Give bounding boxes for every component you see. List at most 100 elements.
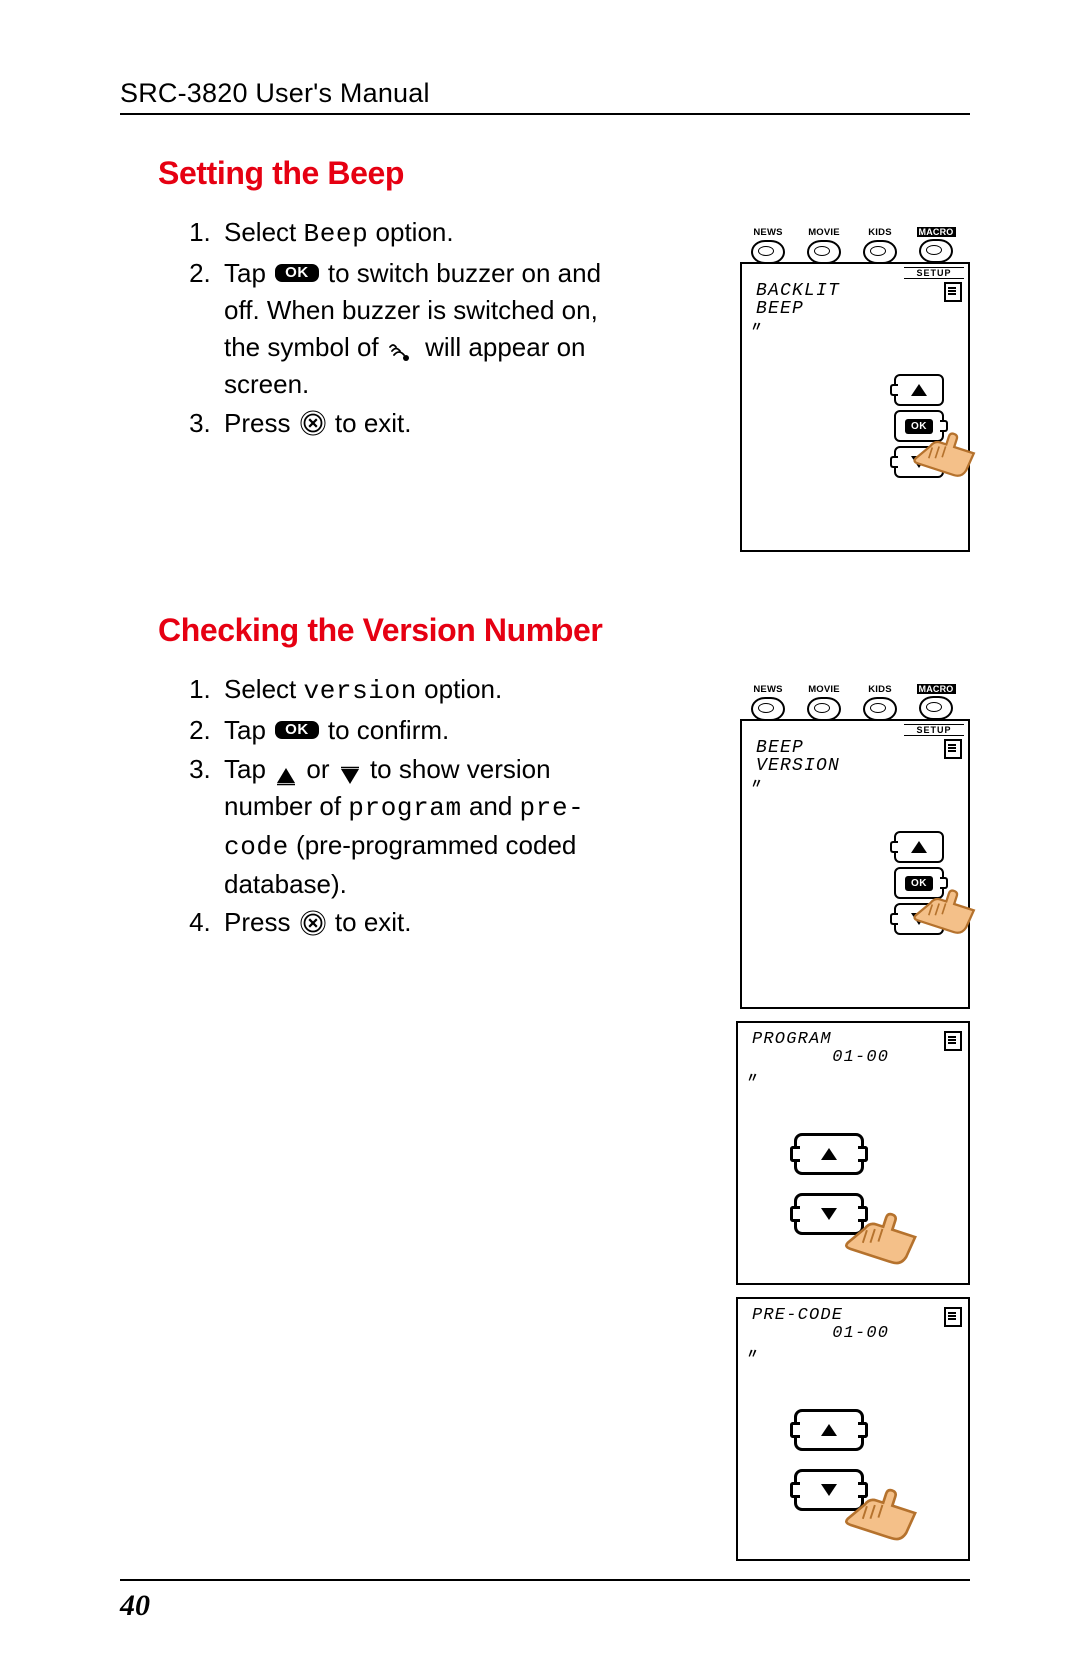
- footer: 40: [120, 1549, 970, 1623]
- page-number: 40: [120, 1589, 970, 1623]
- tab-row: NEWS MOVIE KIDS MACRO: [740, 684, 964, 721]
- text: to exit.: [328, 907, 412, 937]
- step-3: Tap or to show version number of program…: [218, 751, 640, 903]
- exit-x-icon: [300, 410, 326, 436]
- up-arrow-icon: [911, 841, 927, 853]
- beep-wave-icon: 〃: [746, 1343, 759, 1362]
- figure-precode-version: PRE-CODE 01-00 〃: [736, 1297, 970, 1561]
- text: option.: [417, 674, 502, 704]
- steps-list: Select Beep option. Tap OK to switch buz…: [180, 214, 640, 441]
- beep-wave-icon: [388, 336, 416, 358]
- lcd-line2: VERSION: [756, 757, 840, 775]
- figure-column: NEWS MOVIE KIDS MACRO SETUP BACKLIT BEEP…: [650, 214, 970, 552]
- setup-label: SETUP: [904, 724, 964, 736]
- figure-column: NEWS MOVIE KIDS MACRO SETUP BEEP VERSION…: [650, 671, 970, 1561]
- text: Tap: [224, 715, 273, 745]
- text: Press: [224, 408, 298, 438]
- page-icon: [944, 282, 962, 302]
- tab-label: MOVIE: [796, 227, 852, 238]
- text: Select: [224, 217, 304, 247]
- step-1: Select Beep option.: [218, 214, 640, 253]
- down-arrow-icon: [821, 1208, 837, 1220]
- text: or: [299, 754, 337, 784]
- tab-label: MACRO: [917, 684, 956, 694]
- text: to exit.: [328, 408, 412, 438]
- down-arrow-icon: [339, 759, 361, 779]
- text: and: [462, 791, 520, 821]
- up-button: [794, 1133, 864, 1175]
- up-button: [894, 374, 944, 406]
- setup-label: SETUP: [904, 267, 964, 279]
- step-3: Press to exit.: [218, 405, 640, 442]
- footer-rule: [120, 1579, 970, 1581]
- beep-wave-icon: 〃: [750, 773, 763, 792]
- instruction-column: Select Beep option. Tap OK to switch buz…: [120, 214, 640, 443]
- knob-icon: [751, 697, 785, 721]
- knob-icon: [919, 239, 953, 263]
- lcd-line2: 01-00: [798, 1325, 889, 1342]
- ok-icon: OK: [275, 721, 319, 739]
- text: Tap: [224, 754, 273, 784]
- figure-version-select: NEWS MOVIE KIDS MACRO SETUP BEEP VERSION…: [740, 719, 970, 1009]
- header-title: SRC-3820 User's Manual: [120, 78, 970, 115]
- text: Select: [224, 674, 304, 704]
- section-heading: Setting the Beep: [158, 155, 970, 192]
- tab-label: NEWS: [740, 684, 796, 695]
- down-arrow-icon: [821, 1484, 837, 1496]
- knob-icon: [919, 696, 953, 720]
- code-text: version: [304, 676, 417, 706]
- ok-icon: OK: [275, 264, 319, 282]
- lcd-line2: BEEP: [756, 300, 804, 318]
- lcd-line1: PRE-CODE: [752, 1307, 843, 1324]
- beep-wave-icon: 〃: [750, 316, 763, 335]
- step-2: Tap OK to switch buzzer on and off. When…: [218, 255, 640, 403]
- knob-icon: [807, 240, 841, 264]
- pointing-hand-icon: [916, 881, 978, 931]
- knob-icon: [863, 240, 897, 264]
- figure-program-version: PROGRAM 01-00 〃: [736, 1021, 970, 1285]
- step-2: Tap OK to confirm.: [218, 712, 640, 749]
- pointing-hand-icon: [916, 424, 978, 474]
- knob-icon: [807, 697, 841, 721]
- exit-x-icon: [300, 910, 326, 936]
- text: option.: [368, 217, 453, 247]
- text: Tap: [224, 258, 273, 288]
- code-text: program: [348, 793, 461, 823]
- up-arrow-icon: [821, 1424, 837, 1436]
- tab-label: MACRO: [917, 227, 956, 237]
- lcd-line1: BACKLIT: [756, 282, 840, 300]
- steps-list: Select version option. Tap OK to confirm…: [180, 671, 640, 941]
- lcd-line1: PROGRAM: [752, 1031, 832, 1048]
- lcd-line1: BEEP: [756, 739, 804, 757]
- up-arrow-icon: [911, 384, 927, 396]
- page-icon: [944, 739, 962, 759]
- tab-label: MOVIE: [796, 684, 852, 695]
- code-text: Beep: [304, 219, 369, 249]
- instruction-column: Select version option. Tap OK to confirm…: [120, 671, 640, 943]
- page-icon: [944, 1307, 962, 1327]
- up-button: [794, 1409, 864, 1451]
- tab-label: KIDS: [852, 684, 908, 695]
- tab-label: KIDS: [852, 227, 908, 238]
- knob-icon: [751, 240, 785, 264]
- step-1: Select version option.: [218, 671, 640, 710]
- pointing-hand-icon: [848, 1479, 920, 1537]
- page: SRC-3820 User's Manual Setting the Beep …: [0, 0, 1080, 1671]
- text: Press: [224, 907, 298, 937]
- section-setting-beep: Setting the Beep Select Beep option. Tap…: [120, 155, 970, 552]
- knob-icon: [863, 697, 897, 721]
- page-icon: [944, 1031, 962, 1051]
- up-arrow-icon: [821, 1148, 837, 1160]
- up-arrow-icon: [275, 759, 297, 779]
- tab-row: NEWS MOVIE KIDS MACRO: [740, 227, 964, 264]
- section-version-number: Checking the Version Number Select versi…: [120, 612, 970, 1561]
- text: to confirm.: [321, 715, 450, 745]
- pointing-hand-icon: [848, 1203, 920, 1261]
- lcd-line2: 01-00: [798, 1049, 889, 1066]
- step-4: Press to exit.: [218, 904, 640, 941]
- tab-label: NEWS: [740, 227, 796, 238]
- up-button: [894, 831, 944, 863]
- section-heading: Checking the Version Number: [158, 612, 970, 649]
- figure-beep-screen: NEWS MOVIE KIDS MACRO SETUP BACKLIT BEEP…: [740, 262, 970, 552]
- beep-wave-icon: 〃: [746, 1067, 759, 1086]
